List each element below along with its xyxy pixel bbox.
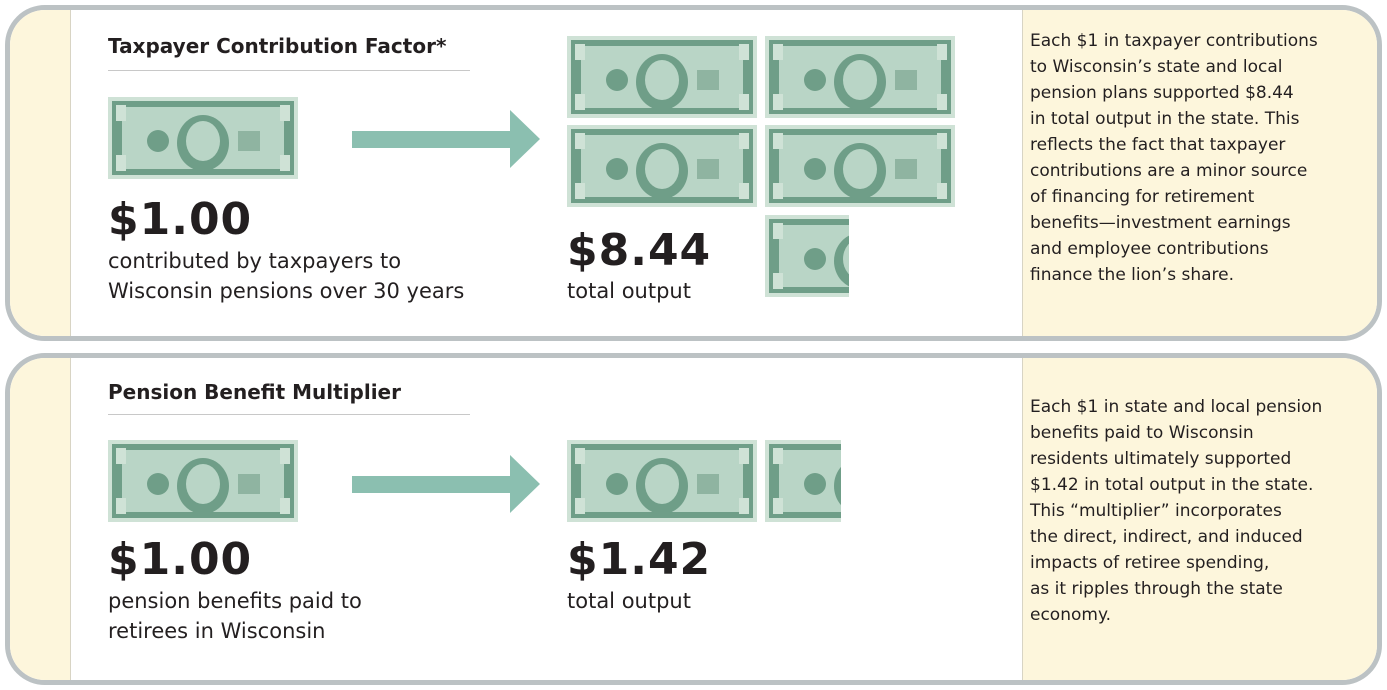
output-amount: $1.42: [567, 534, 711, 585]
text-line: to Wisconsin’s state and local: [1030, 54, 1318, 80]
text-line: the direct, indirect, and induced: [1030, 524, 1322, 550]
text-line: retirees in Wisconsin: [108, 616, 362, 646]
text-line: contributions are a minor source: [1030, 158, 1318, 184]
panel-title: Taxpayer Contribution Factor*: [108, 34, 446, 58]
text-line: of financing for retirement: [1030, 184, 1318, 210]
panel: Pension Benefit Multiplier $1.00 pension…: [5, 353, 1382, 685]
text-line: and employee contributions: [1030, 236, 1318, 262]
text-line: benefits paid to Wisconsin: [1030, 420, 1322, 446]
text-line: contributed by taxpayers to: [108, 246, 464, 276]
output-description: total output: [567, 586, 691, 616]
output-amount: $8.44: [567, 225, 711, 276]
input-amount: $1.00: [108, 194, 252, 245]
text-line: impacts of retiree spending,: [1030, 550, 1322, 576]
text-line: in total output in the state. This: [1030, 106, 1318, 132]
rule: [108, 414, 470, 415]
text-line: pension plans supported $8.44: [1030, 80, 1318, 106]
text-line: Each $1 in state and local pension: [1030, 394, 1322, 420]
page: Taxpayer Contribution Factor* $1.00 cont…: [0, 0, 1387, 690]
rule: [108, 70, 470, 71]
text-line: residents ultimately supported: [1030, 446, 1322, 472]
text-line: pension benefits paid to: [108, 586, 362, 616]
panel-title: Pension Benefit Multiplier: [108, 380, 401, 404]
text-line: reflects the fact that taxpayer: [1030, 132, 1318, 158]
text-line: benefits—investment earnings: [1030, 210, 1318, 236]
text-line: finance the lion’s share.: [1030, 262, 1318, 288]
text-line: total output: [567, 276, 691, 306]
text-line: total output: [567, 586, 691, 616]
text-line: Each $1 in taxpayer contributions: [1030, 28, 1318, 54]
text-line: as it ripples through the state: [1030, 576, 1322, 602]
output-description: total output: [567, 276, 691, 306]
text-line: $1.42 in total output in the state.: [1030, 472, 1322, 498]
text-line: This “multiplier” incorporates: [1030, 498, 1322, 524]
input-amount: $1.00: [108, 534, 252, 585]
text-line: Wisconsin pensions over 30 years: [108, 276, 464, 306]
text-line: economy.: [1030, 602, 1322, 628]
panel: Taxpayer Contribution Factor* $1.00 cont…: [5, 5, 1382, 341]
